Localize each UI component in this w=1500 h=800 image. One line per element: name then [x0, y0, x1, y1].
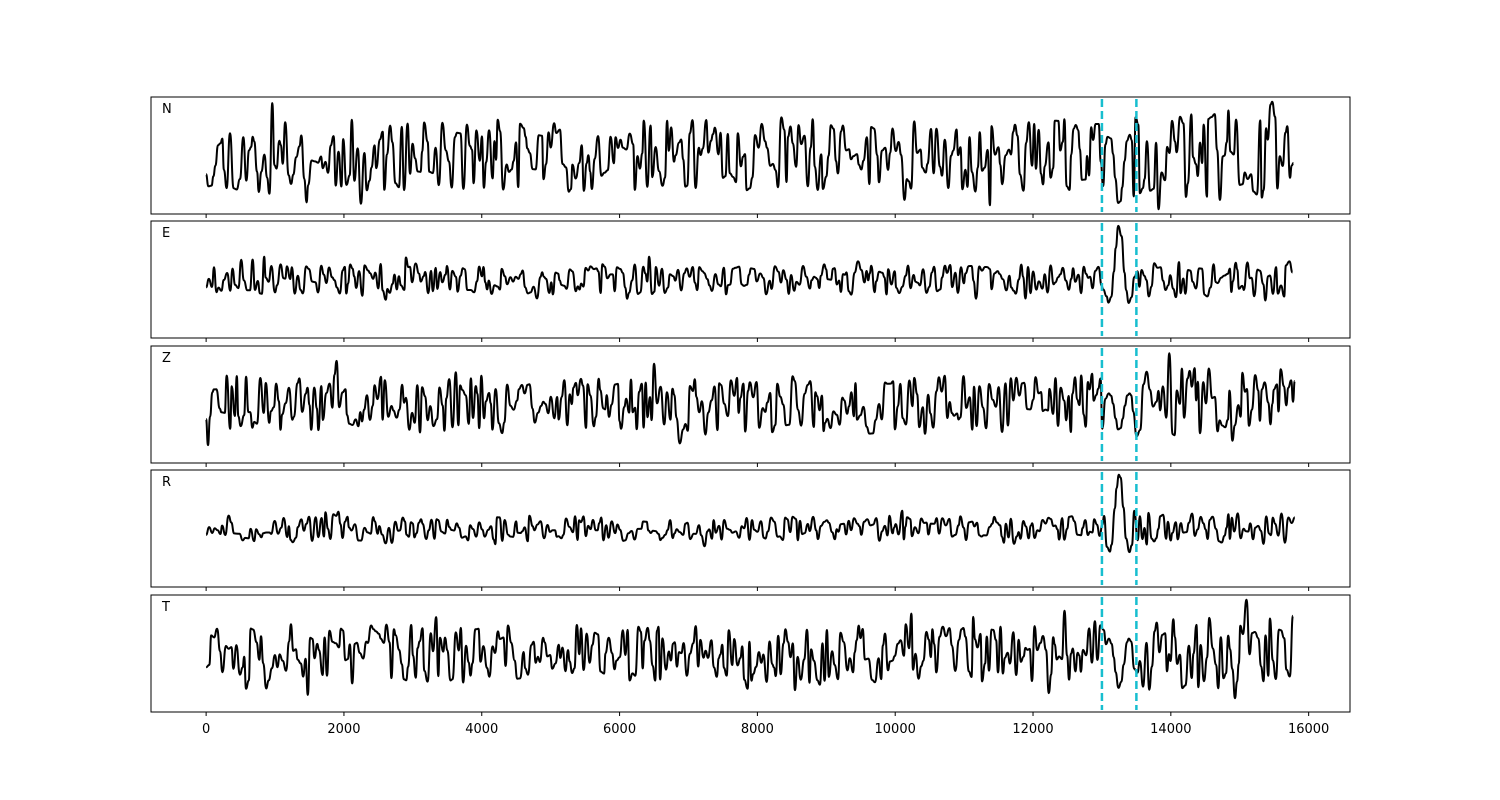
trace-line-t	[205, 598, 1294, 700]
channel-label: T	[161, 600, 170, 615]
x-tick-label: 0	[202, 722, 210, 737]
channel-label: Z	[162, 351, 171, 366]
trace-line-z	[205, 352, 1296, 447]
channel-label: E	[162, 226, 170, 241]
panel-frame	[150, 220, 1351, 339]
x-axis: 0 2000 4000 6000 8000 10000 12000 14000 16000	[202, 722, 1329, 737]
x-tick-label: 8000	[741, 722, 774, 737]
channel-label: R	[162, 475, 171, 490]
x-tick-label: 10000	[875, 722, 916, 737]
x-tick-label: 6000	[603, 722, 636, 737]
panel-e: E	[150, 220, 1351, 342]
channel-label: N	[162, 102, 172, 117]
panels-group: N E Z R T	[150, 96, 1351, 716]
panel-frame	[150, 345, 1351, 464]
panel-n: N	[150, 96, 1351, 218]
panel-t: T	[150, 594, 1351, 716]
x-tick-label: 2000	[327, 722, 360, 737]
panel-frame	[150, 96, 1351, 215]
trace-line-r	[205, 473, 1296, 554]
panel-frame	[150, 594, 1351, 713]
x-tick-label: 4000	[465, 722, 498, 737]
trace-line-e	[205, 224, 1294, 304]
panel-frame	[150, 469, 1351, 588]
x-tick-label: 12000	[1012, 722, 1053, 737]
x-tick-label: 14000	[1150, 722, 1191, 737]
panel-r: R	[150, 469, 1351, 591]
panel-z: Z	[150, 345, 1351, 467]
x-tick-label: 16000	[1288, 722, 1329, 737]
trace-line-n	[205, 100, 1294, 211]
